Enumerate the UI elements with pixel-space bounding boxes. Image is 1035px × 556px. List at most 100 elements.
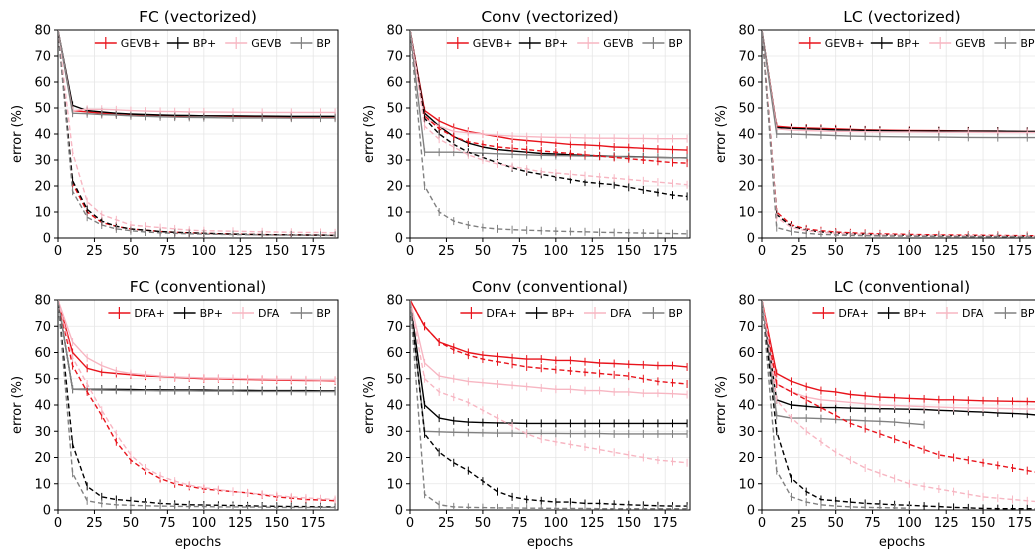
y-tick-label: 20 xyxy=(386,451,403,466)
x-tick-label: 100 xyxy=(897,244,922,259)
grid xyxy=(409,299,690,511)
y-tick-label: 60 xyxy=(738,76,755,91)
series-group xyxy=(762,30,1035,238)
y-tick-label: 70 xyxy=(386,50,403,65)
series-line xyxy=(762,300,1035,410)
y-tick-label: 70 xyxy=(738,320,755,335)
legend-item: BP+ xyxy=(518,37,568,50)
series-group xyxy=(410,300,688,510)
legend-item: DFA xyxy=(232,307,280,320)
series-line xyxy=(762,300,1035,510)
series-line xyxy=(762,300,1035,503)
x-tick-label: 25 xyxy=(791,516,808,531)
series-line xyxy=(58,30,336,237)
chart-title: LC (vectorized) xyxy=(843,8,960,26)
legend: GEVB+ BP+ GEVB BP xyxy=(446,37,683,50)
y-tick-label: 40 xyxy=(386,399,403,414)
y-tick-label: 50 xyxy=(738,102,755,117)
y-tick-label: 20 xyxy=(34,451,51,466)
x-tick-label: 175 xyxy=(301,516,326,531)
chart-title: Conv (conventional) xyxy=(472,278,628,296)
y-tick-label: 80 xyxy=(386,24,403,39)
series-line xyxy=(58,30,336,234)
series-line xyxy=(58,300,336,508)
legend-label: BP+ xyxy=(552,307,575,320)
series-line xyxy=(58,30,336,119)
legend-item: GEVB+ xyxy=(446,37,513,50)
y-tick-label: 80 xyxy=(738,294,755,309)
x-tick-label: 25 xyxy=(438,516,455,531)
legend-item: BP xyxy=(290,37,331,50)
x-tick-label: 50 xyxy=(827,516,844,531)
legend-label: BP xyxy=(668,307,683,320)
x-axis-label: epochs xyxy=(175,535,222,550)
x-tick-label: 75 xyxy=(511,244,528,259)
legend-label: BP xyxy=(668,37,683,50)
y-tick-label: 30 xyxy=(738,154,755,169)
y-tick-label: 40 xyxy=(738,128,755,143)
legend-item: BP xyxy=(994,307,1035,320)
x-tick-label: 75 xyxy=(511,516,528,531)
series-group xyxy=(58,300,336,510)
y-tick-label: 70 xyxy=(738,50,755,65)
chart-panel: 0 25 50 75 100 125 150 175 0 10 20 30 40 50 60 70 80 LC (… xyxy=(714,278,1035,550)
legend-item: BP+ xyxy=(525,307,575,320)
y-tick-label: 10 xyxy=(386,206,403,221)
y-axis-label: error (%) xyxy=(362,105,377,163)
legend-item: DFA+ xyxy=(460,307,517,320)
legend-item: BP xyxy=(290,307,331,320)
chart-title: FC (vectorized) xyxy=(139,8,257,26)
x-tick-label: 125 xyxy=(580,516,605,531)
legend-label: DFA xyxy=(610,307,632,320)
legend-item: GEVB xyxy=(929,37,986,50)
legend-item: BP+ xyxy=(166,37,216,50)
y-axis-label: error (%) xyxy=(362,376,377,434)
legend-item: BP+ xyxy=(173,307,223,320)
legend-item: DFA+ xyxy=(108,307,165,320)
y-tick-label: 20 xyxy=(34,180,51,195)
series-line xyxy=(58,30,336,237)
legend-label: GEVB+ xyxy=(473,37,513,50)
legend-label: BP+ xyxy=(897,37,920,50)
y-tick-label: 60 xyxy=(386,346,403,361)
y-tick-label: 50 xyxy=(386,102,403,117)
y-tick-label: 80 xyxy=(34,24,51,39)
legend-item: BP xyxy=(642,37,683,50)
y-tick-label: 60 xyxy=(738,346,755,361)
series-line xyxy=(410,300,688,510)
series-line xyxy=(410,300,688,435)
series-line xyxy=(58,30,336,118)
x-tick-label: 150 xyxy=(971,516,996,531)
y-tick-label: 80 xyxy=(386,294,403,309)
y-tick-label: 70 xyxy=(34,50,51,65)
legend-label: DFA xyxy=(258,307,280,320)
y-tick-label: 40 xyxy=(34,399,51,414)
legend-label: GEVB xyxy=(251,37,282,50)
series-line xyxy=(58,300,336,381)
x-tick-label: 25 xyxy=(438,244,455,259)
x-tick-label: 50 xyxy=(475,516,492,531)
y-tick-label: 20 xyxy=(738,451,755,466)
series-line xyxy=(410,300,688,396)
series-line xyxy=(762,300,1035,403)
x-tick-label: 150 xyxy=(264,244,289,259)
y-tick-label: 50 xyxy=(34,372,51,387)
x-tick-label: 125 xyxy=(228,244,253,259)
x-tick-label: 75 xyxy=(864,516,881,531)
y-tick-label: 0 xyxy=(395,504,403,519)
grid xyxy=(57,29,338,239)
x-tick-label: 75 xyxy=(864,244,881,259)
legend: GEVB+ BP+ GEVB BP xyxy=(94,37,331,50)
x-tick-label: 75 xyxy=(159,244,176,259)
series-line xyxy=(410,30,688,159)
y-tick-label: 50 xyxy=(386,372,403,387)
chart-panel: 0 25 50 75 100 125 150 175 0 10 20 30 40 50 60 70 80 Conv… xyxy=(362,278,691,550)
legend-label: BP+ xyxy=(200,307,223,320)
series-line xyxy=(58,30,336,237)
y-tick-label: 10 xyxy=(34,206,51,221)
legend-label: DFA+ xyxy=(134,307,165,320)
y-tick-label: 20 xyxy=(386,180,403,195)
x-tick-label: 100 xyxy=(191,244,216,259)
x-tick-label: 100 xyxy=(543,516,568,531)
